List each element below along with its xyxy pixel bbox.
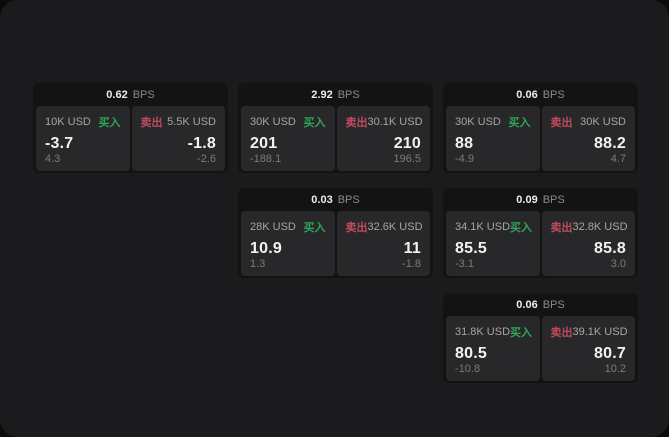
buy-price: 201 (250, 135, 278, 152)
sell-size-label: 30.1K USD (367, 116, 423, 128)
quotes-grid: 0.62 BPS 10K USD 买入 -3.7 4.3 卖出 5.5K USD (33, 83, 638, 383)
bps-header: 0.03 BPS (238, 188, 433, 211)
sell-size-label: 30K USD (580, 116, 626, 128)
buy-quote-panel[interactable]: 30K USD 买入 88 -4.9 (446, 106, 540, 171)
bps-value: 2.92 (311, 88, 333, 101)
bps-header: 0.06 BPS (443, 83, 638, 106)
quote-card: 0.06 BPS 30K USD 买入 88 -4.9 卖出 30K USD (443, 83, 638, 173)
buy-size-label: 30K USD (250, 116, 296, 128)
buy-tag: 买入 (303, 222, 326, 234)
buy-delta: -4.9 (455, 153, 474, 165)
sell-size-label: 5.5K USD (167, 116, 216, 128)
buy-price: 88 (455, 135, 474, 152)
buy-tag: 买入 (508, 117, 531, 129)
bps-header: 0.62 BPS (33, 83, 228, 106)
buy-delta: -3.1 (455, 258, 474, 270)
buy-quote-panel[interactable]: 34.1K USD 买入 85.5 -3.1 (446, 211, 540, 276)
sell-delta: 10.2 (604, 363, 626, 375)
sell-tag: 卖出 (550, 117, 573, 129)
buy-quote-panel[interactable]: 28K USD 买入 10.9 1.3 (241, 211, 335, 276)
bps-value: 0.09 (516, 193, 538, 206)
bps-unit-label: BPS (337, 193, 360, 206)
bps-header: 0.09 BPS (443, 188, 638, 211)
sell-quote-panel[interactable]: 卖出 5.5K USD -1.8 -2.6 (131, 106, 225, 171)
bps-unit-label: BPS (542, 298, 565, 311)
buy-quote-panel[interactable]: 30K USD 买入 201 -188.1 (241, 106, 335, 171)
buy-size-label: 34.1K USD (455, 221, 511, 233)
sell-size-label: 39.1K USD (572, 326, 628, 338)
sell-quote-panel[interactable]: 卖出 30.1K USD 210 196.5 (336, 106, 430, 171)
buy-delta: -188.1 (250, 153, 282, 165)
buy-size-label: 31.8K USD (455, 326, 511, 338)
buy-quote-panel[interactable]: 31.8K USD 买入 80.5 -10.8 (446, 316, 540, 381)
sell-delta: -2.6 (197, 153, 216, 165)
sell-quote-panel[interactable]: 卖出 32.8K USD 85.8 3.0 (541, 211, 635, 276)
quote-panels: 28K USD 买入 10.9 1.3 卖出 32.6K USD 11 -1.8 (238, 211, 433, 279)
quote-card: 2.92 BPS 30K USD 买入 201 -188.1 卖出 30.1K … (238, 83, 433, 173)
bps-value: 0.62 (106, 88, 128, 101)
buy-size-label: 28K USD (250, 221, 296, 233)
buy-price: 10.9 (250, 240, 282, 257)
buy-price: 80.5 (455, 345, 487, 362)
quote-panels: 31.8K USD 买入 80.5 -10.8 卖出 39.1K USD 80.… (443, 316, 638, 384)
buy-tag: 买入 (303, 117, 326, 129)
buy-tag: 买入 (510, 327, 533, 339)
quote-panels: 30K USD 买入 88 -4.9 卖出 30K USD 88.2 4.7 (443, 106, 638, 174)
bps-value: 0.06 (516, 298, 538, 311)
buy-price: -3.7 (45, 135, 74, 152)
sell-size-label: 32.8K USD (572, 221, 628, 233)
bps-header: 2.92 BPS (238, 83, 433, 106)
bps-unit-label: BPS (542, 88, 565, 101)
sell-quote-panel[interactable]: 卖出 32.6K USD 11 -1.8 (336, 211, 430, 276)
bps-unit-label: BPS (132, 88, 155, 101)
buy-delta: -10.8 (455, 363, 481, 375)
bps-unit-label: BPS (542, 193, 565, 206)
buy-tag: 买入 (98, 117, 121, 129)
buy-delta: 4.3 (45, 153, 61, 165)
sell-tag: 卖出 (140, 117, 163, 129)
quote-card: 0.03 BPS 28K USD 买入 10.9 1.3 卖出 32.6K US… (238, 188, 433, 278)
sell-price: -1.8 (187, 135, 216, 152)
sell-price: 11 (403, 240, 421, 257)
quote-card: 0.62 BPS 10K USD 买入 -3.7 4.3 卖出 5.5K USD (33, 83, 228, 173)
sell-quote-panel[interactable]: 卖出 30K USD 88.2 4.7 (541, 106, 635, 171)
bps-header: 0.06 BPS (443, 293, 638, 316)
sell-price: 85.8 (594, 240, 626, 257)
buy-tag: 买入 (510, 222, 533, 234)
sell-tag: 卖出 (550, 327, 573, 339)
quote-card: 0.09 BPS 34.1K USD 买入 85.5 -3.1 卖出 32.8K… (443, 188, 638, 278)
sell-tag: 卖出 (345, 117, 368, 129)
sell-price: 88.2 (594, 135, 626, 152)
sell-delta: -1.8 (402, 258, 421, 270)
sell-tag: 卖出 (345, 222, 368, 234)
sell-delta: 196.5 (393, 153, 421, 165)
sell-quote-panel[interactable]: 卖出 39.1K USD 80.7 10.2 (541, 316, 635, 381)
buy-delta: 1.3 (250, 258, 266, 270)
quote-panels: 34.1K USD 买入 85.5 -3.1 卖出 32.8K USD 85.8… (443, 211, 638, 279)
buy-price: 85.5 (455, 240, 487, 257)
quote-panels: 10K USD 买入 -3.7 4.3 卖出 5.5K USD -1.8 -2.… (33, 106, 228, 174)
sell-delta: 3.0 (610, 258, 626, 270)
sell-delta: 4.7 (610, 153, 626, 165)
buy-quote-panel[interactable]: 10K USD 买入 -3.7 4.3 (36, 106, 130, 171)
buy-size-label: 30K USD (455, 116, 501, 128)
bps-value: 0.03 (311, 193, 333, 206)
sell-price: 210 (393, 135, 421, 152)
bps-value: 0.06 (516, 88, 538, 101)
quote-card: 0.06 BPS 31.8K USD 买入 80.5 -10.8 卖出 39.1… (443, 293, 638, 383)
sell-price: 80.7 (594, 345, 626, 362)
quote-panels: 30K USD 买入 201 -188.1 卖出 30.1K USD 210 1… (238, 106, 433, 174)
bps-unit-label: BPS (337, 88, 360, 101)
buy-size-label: 10K USD (45, 116, 91, 128)
sell-tag: 卖出 (550, 222, 573, 234)
sell-size-label: 32.6K USD (367, 221, 423, 233)
